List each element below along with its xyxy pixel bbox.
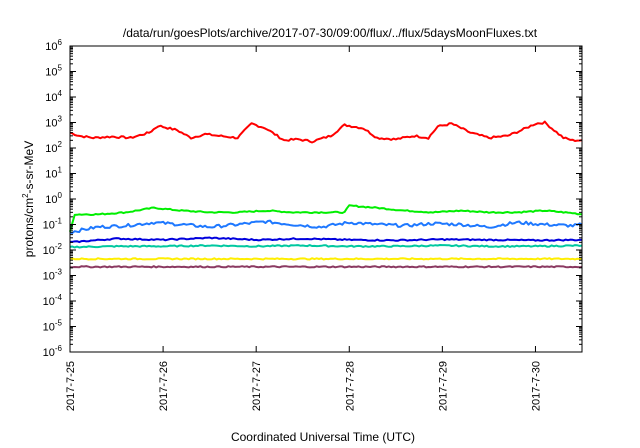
series-line-1 [69,120,583,144]
x-tick-label: 2017-7-30 [530,361,542,411]
series-line-5 [69,236,583,244]
y-tick-label: 104 [45,89,62,104]
series-line-3 [69,219,583,234]
series-line-4 [69,244,583,249]
y-tick-label: 102 [45,140,62,155]
series-line-2 [69,204,583,232]
y-tick-label: 105 [45,64,62,79]
x-tick-label: 2017-7-27 [251,361,263,411]
y-tick-label: 10-4 [43,293,63,308]
y-axis-label: protons/cm2-s-sr-MeV [21,141,36,257]
y-axis-label-main: protons/cm [22,198,36,257]
y-tick-label: 10-2 [43,242,63,257]
plot-frame [69,45,583,353]
x-tick-label: 2017-7-25 [65,361,77,411]
y-tick-label: 10-6 [43,344,63,359]
y-tick-label: 10-1 [43,217,63,232]
x-axis: 2017-7-25 2017-7-26 2017-7-27 2017-7-28 2017… [65,46,542,411]
y-tick-label: 101 [45,166,62,181]
y-axis-label-rest: -s-sr-MeV [22,141,36,194]
y-tick-label: 106 [45,38,62,53]
x-tick-label: 2017-7-28 [344,361,356,411]
series-layer [69,120,583,269]
y-tick-label: 10-3 [43,268,63,283]
x-axis-label: Coordinated Universal Time (UTC) [231,430,415,444]
series-line-6 [69,257,583,261]
chart-title: /data/run/goesPlots/archive/2017-07-30/0… [123,26,538,40]
y-tick-label: 100 [45,191,62,206]
y-axis: 10-6 10-5 10-4 10-3 10-2 10-1 100 101 102 103 104 1… [43,38,582,359]
x-tick-label: 2017-7-26 [158,361,170,411]
y-tick-label: 103 [45,115,62,130]
y-tick-label: 10-5 [43,319,63,334]
series-line-7 [70,265,583,269]
y-axis-label-exp: 2 [21,193,30,198]
x-tick-label: 2017-7-29 [437,361,449,411]
